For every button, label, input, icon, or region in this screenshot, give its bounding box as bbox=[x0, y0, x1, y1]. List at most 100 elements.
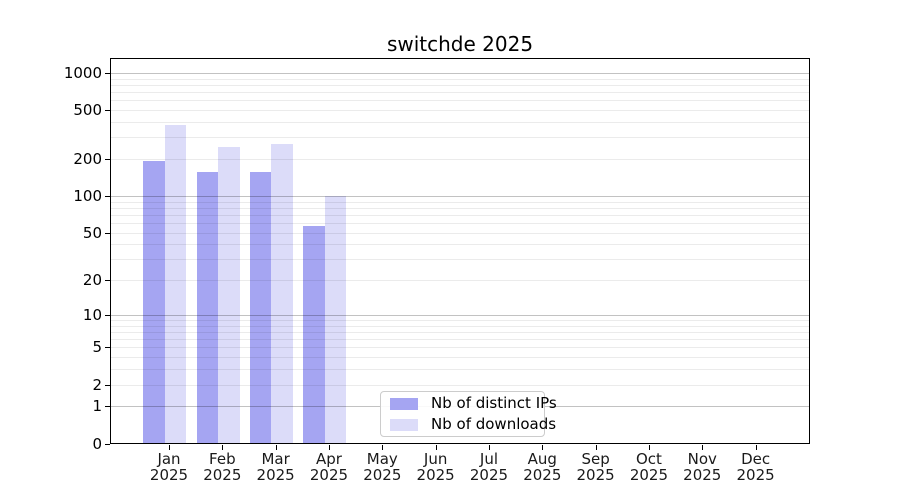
x-tick-year: 2025 bbox=[203, 466, 242, 484]
bar-jan-distinct-ips bbox=[143, 160, 165, 444]
grid-line-minor bbox=[111, 223, 810, 225]
grid-line-minor bbox=[111, 100, 810, 102]
x-tick-year: 2025 bbox=[683, 466, 722, 484]
x-tick-mark bbox=[702, 444, 704, 450]
grid-line-minor bbox=[111, 137, 810, 139]
x-tick-label: Mar 2025 bbox=[244, 451, 308, 483]
y-tick-label: 0 bbox=[92, 434, 102, 453]
y-tick-mark bbox=[104, 280, 110, 282]
grid-line-minor bbox=[111, 320, 810, 322]
grid-line-minor bbox=[111, 201, 810, 203]
legend-item-downloads: Nb of downloads bbox=[390, 416, 556, 433]
x-tick-month: Mar bbox=[261, 450, 290, 468]
x-tick-mark bbox=[648, 444, 650, 450]
bar-feb-downloads bbox=[218, 147, 240, 444]
x-tick-label: Aug 2025 bbox=[510, 451, 574, 483]
y-tick-label: 50 bbox=[82, 223, 102, 242]
legend-label-downloads: Nb of downloads bbox=[431, 415, 557, 433]
plot-area bbox=[110, 58, 810, 444]
grid-line-minor bbox=[111, 214, 810, 216]
x-tick-year: 2025 bbox=[629, 466, 669, 484]
x-tick-month: Sep bbox=[581, 450, 610, 468]
grid-line-minor bbox=[111, 347, 810, 349]
x-tick-label: Dec 2025 bbox=[724, 451, 788, 483]
x-tick-label: Nov 2025 bbox=[670, 451, 734, 483]
y-tick-label: 1000 bbox=[63, 64, 102, 82]
y-tick-mark bbox=[104, 347, 110, 349]
grid-line-minor bbox=[111, 244, 810, 246]
grid-line-minor bbox=[111, 325, 810, 327]
x-tick-month: Oct bbox=[635, 450, 662, 468]
bar-jan-downloads bbox=[164, 124, 187, 444]
y-tick-mark bbox=[104, 73, 110, 74]
grid-line-minor bbox=[111, 78, 810, 80]
x-tick-label: Sep 2025 bbox=[564, 451, 628, 483]
x-tick-year: 2025 bbox=[149, 466, 189, 484]
grid-line-minor bbox=[111, 110, 810, 112]
grid-line-minor bbox=[111, 384, 810, 386]
x-tick-month: Apr bbox=[315, 450, 342, 468]
grid-line-major bbox=[111, 196, 810, 197]
x-tick-mark bbox=[169, 444, 170, 450]
y-tick-label: 500 bbox=[73, 101, 102, 120]
grid-line-minor bbox=[111, 159, 810, 161]
x-tick-mark bbox=[595, 444, 597, 450]
grid-line-minor bbox=[111, 331, 810, 333]
bar-apr-downloads bbox=[324, 196, 347, 444]
grid-line-minor bbox=[111, 84, 810, 86]
grid-line-minor bbox=[111, 259, 810, 261]
x-tick-label: Oct 2025 bbox=[617, 451, 681, 483]
x-tick-label: Jul 2025 bbox=[457, 451, 521, 483]
x-tick-year: 2025 bbox=[256, 466, 295, 484]
y-tick-label: 200 bbox=[73, 150, 102, 169]
x-tick-mark bbox=[542, 444, 544, 450]
y-tick-mark bbox=[104, 443, 110, 445]
x-tick-year: 2025 bbox=[576, 466, 615, 484]
x-tick-month: May bbox=[366, 450, 398, 468]
chart-title: switchde 2025 bbox=[386, 32, 534, 56]
x-tick-month: Jul bbox=[479, 450, 498, 468]
x-tick-label: Jan 2025 bbox=[137, 451, 201, 483]
x-tick-month: Jan bbox=[157, 450, 181, 468]
y-tick-mark bbox=[104, 384, 110, 386]
x-tick-month: Jun bbox=[423, 450, 448, 468]
x-tick-mark bbox=[755, 444, 757, 450]
legend: Nb of distinct IPs Nb of downloads bbox=[380, 391, 557, 437]
x-tick-year: 2025 bbox=[363, 466, 402, 484]
x-tick-label: Jun 2025 bbox=[404, 451, 468, 483]
x-tick-year: 2025 bbox=[309, 466, 349, 484]
grid-line-major bbox=[111, 314, 810, 316]
x-tick-year: 2025 bbox=[736, 466, 775, 484]
bar-mar-downloads bbox=[271, 144, 293, 444]
y-tick-label: 10 bbox=[82, 305, 102, 324]
grid-line-minor bbox=[111, 280, 810, 282]
bar-feb-distinct-ips bbox=[196, 171, 219, 444]
legend-label-distinct-ips: Nb of distinct IPs bbox=[431, 394, 557, 412]
x-tick-label: May 2025 bbox=[350, 451, 414, 483]
x-tick-month: Feb bbox=[209, 450, 236, 468]
grid-line-major bbox=[111, 73, 810, 74]
grid-line-minor bbox=[111, 92, 810, 94]
y-tick-label: 20 bbox=[82, 271, 102, 290]
y-tick-mark bbox=[104, 232, 110, 234]
x-tick-mark bbox=[435, 444, 437, 450]
legend-swatch-downloads-icon bbox=[390, 418, 418, 431]
y-tick-label: 1 bbox=[92, 397, 102, 416]
x-tick-month: Dec bbox=[741, 450, 771, 468]
bar-apr-distinct-ips bbox=[303, 225, 325, 444]
y-tick-mark bbox=[104, 159, 110, 161]
x-tick-year: 2025 bbox=[416, 466, 455, 484]
x-tick-month: Nov bbox=[687, 450, 717, 468]
x-tick-mark bbox=[488, 444, 490, 450]
grid-line-minor bbox=[111, 207, 810, 209]
y-tick-mark bbox=[104, 110, 110, 112]
y-tick-label: 2 bbox=[92, 375, 102, 394]
x-tick-year: 2025 bbox=[523, 466, 562, 484]
y-tick-label: 100 bbox=[73, 187, 102, 205]
x-tick-label: Apr 2025 bbox=[297, 451, 361, 483]
grid-line-minor bbox=[111, 232, 810, 234]
x-tick-mark bbox=[382, 444, 384, 450]
y-tick-mark bbox=[104, 314, 110, 316]
legend-item-distinct-ips: Nb of distinct IPs bbox=[390, 395, 557, 412]
